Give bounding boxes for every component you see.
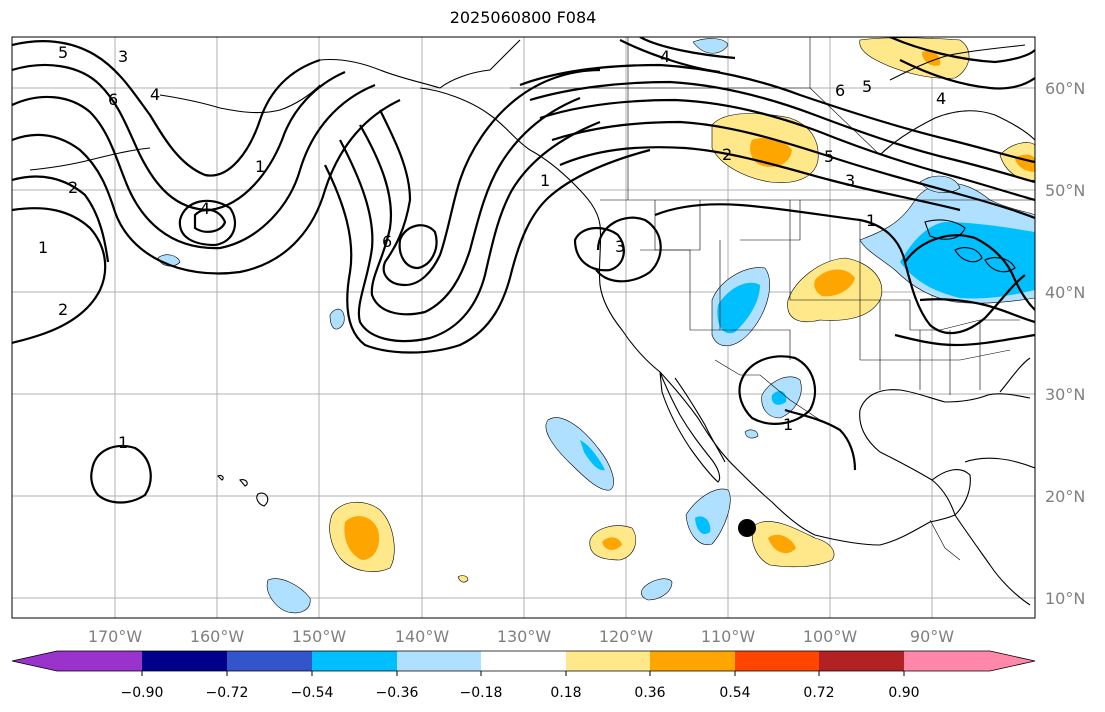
colorbar-tick-label: −0.72 <box>206 685 249 701</box>
contour-label: 4 <box>150 85 160 104</box>
colorbar-segment <box>12 651 142 671</box>
contour-label: 1 <box>540 171 550 190</box>
contour-label: 1 <box>255 157 265 176</box>
latitude-label: 40°N <box>1045 283 1085 302</box>
contour-label: 5 <box>58 43 68 62</box>
negative-anomaly-region <box>266 578 311 614</box>
colorbar-segment <box>819 651 904 671</box>
longitude-label: 110°W <box>701 627 756 646</box>
longitude-label: 150°W <box>292 627 347 646</box>
contour-label: 3 <box>615 237 625 256</box>
colorbar-segment <box>735 651 819 671</box>
negative-anomaly-region <box>744 429 759 439</box>
contour-label: 6 <box>108 90 118 109</box>
colorbar-tick-label: −0.18 <box>460 685 503 701</box>
negative-anomaly-region <box>641 578 673 601</box>
negative-anomaly-region <box>685 488 731 546</box>
colorbar-segment <box>227 651 312 671</box>
contour-label: 1 <box>118 433 128 452</box>
contour-labels: 5 3 6 4 1 2 1 4 2 6 3 1 4 6 5 4 2 5 3 1 … <box>38 43 946 452</box>
positive-anomaly-region <box>457 575 469 583</box>
contour-label: 4 <box>936 89 946 108</box>
colorbar-segment <box>650 651 735 671</box>
contour-label: 4 <box>200 199 210 218</box>
longitude-axis: 170°W 160°W 150°W 140°W 130°W 120°W 110°… <box>88 627 954 646</box>
latitude-label: 10°N <box>1045 589 1085 608</box>
colorbar-tick-label: 0.36 <box>634 685 665 701</box>
latitude-axis: 60°N 50°N 40°N 30°N 20°N 10°N <box>1045 79 1085 608</box>
contour-label: 1 <box>783 415 793 434</box>
colorbar-segment <box>481 651 566 671</box>
colorbar-tick-label: −0.36 <box>376 685 419 701</box>
contour-lines <box>12 37 1035 504</box>
political-borders <box>510 37 1035 561</box>
contour-label: 6 <box>835 81 845 100</box>
positive-anomaly-region <box>859 37 970 79</box>
longitude-label: 90°W <box>910 627 954 646</box>
coastlines <box>29 39 1035 606</box>
negative-anomaly-region <box>692 38 729 54</box>
contour-label: 1 <box>866 211 876 230</box>
contour-label: 2 <box>58 300 68 319</box>
colorbar-tick-label: −0.90 <box>121 685 164 701</box>
contour-label: 4 <box>660 47 670 66</box>
colorbar-tick-label: 0.54 <box>719 685 750 701</box>
colorbar-tick-label: 0.90 <box>888 685 919 701</box>
longitude-label: 160°W <box>190 627 245 646</box>
map-frame <box>11 36 1036 619</box>
contour-label: 6 <box>382 232 392 251</box>
colorbar: −0.90 −0.72 −0.54 −0.36 −0.18 0.18 0.36 … <box>11 650 1036 701</box>
longitude-label: 130°W <box>497 627 552 646</box>
contour-label: 2 <box>722 145 732 164</box>
colorbar-tick-label: −0.54 <box>291 685 334 701</box>
contour-label: 3 <box>845 171 855 190</box>
colorbar-segment <box>142 651 227 671</box>
negative-anomaly-region <box>329 308 345 330</box>
latitude-label: 20°N <box>1045 487 1085 506</box>
colorbar-segment <box>397 651 481 671</box>
figure-title: 2025060800 F084 <box>449 8 597 27</box>
contour-label: 2 <box>68 178 78 197</box>
contour-label: 5 <box>862 77 872 96</box>
colorbar-segment <box>312 651 397 671</box>
negative-anomaly-region <box>919 175 961 193</box>
colorbar-segment <box>566 651 650 671</box>
longitude-label: 170°W <box>88 627 143 646</box>
longitude-label: 140°W <box>395 627 450 646</box>
longitude-label: 100°W <box>803 627 858 646</box>
colorbar-tick-label: 0.72 <box>803 685 834 701</box>
colorbar-tick-label: 0.18 <box>550 685 581 701</box>
latitude-label: 30°N <box>1045 385 1085 404</box>
contour-label: 3 <box>118 47 128 66</box>
location-marker <box>738 519 756 537</box>
longitude-label: 120°W <box>599 627 654 646</box>
contour-label: 1 <box>38 238 48 257</box>
contour-label: 5 <box>824 147 834 166</box>
latitude-label: 60°N <box>1045 79 1085 98</box>
negative-anomaly-region <box>545 417 614 491</box>
colorbar-segment <box>904 651 1035 671</box>
latitude-label: 50°N <box>1045 181 1085 200</box>
